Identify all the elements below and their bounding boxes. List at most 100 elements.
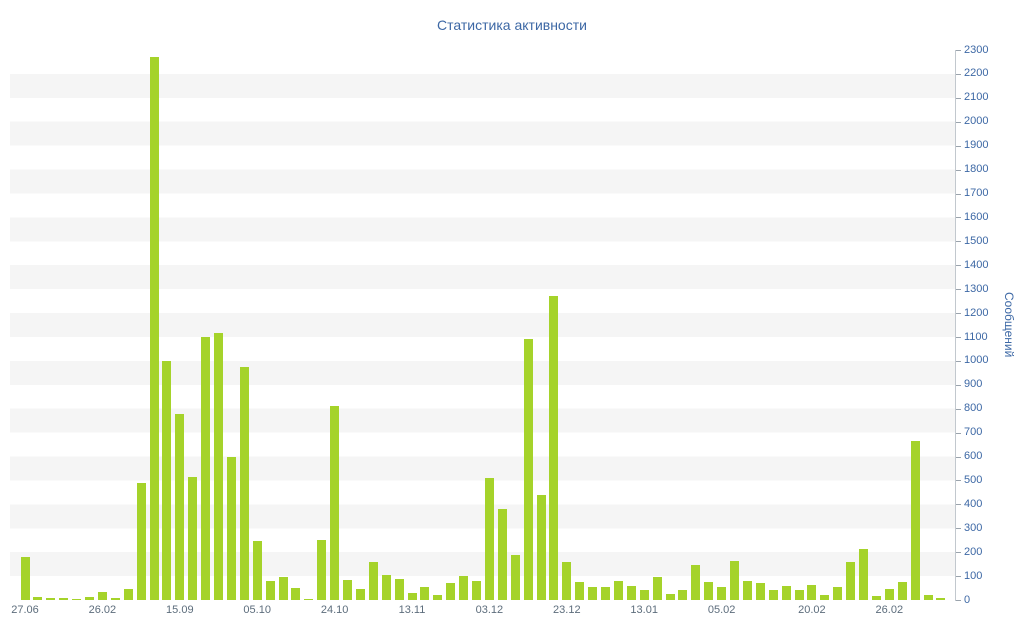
x-axis-tick-label: 15.09	[166, 604, 194, 616]
bar	[201, 337, 211, 600]
bar	[639, 590, 649, 600]
bar	[678, 590, 688, 600]
x-axis-tick-label: 13.11	[398, 604, 426, 616]
chart-title: Статистика активности	[437, 17, 587, 33]
y-axis-tick-label: 2300	[964, 43, 989, 56]
bar	[730, 560, 739, 600]
y-axis-tick	[956, 121, 961, 123]
bar	[871, 596, 881, 600]
y-axis-tick-label: 200	[964, 545, 983, 558]
bar	[46, 598, 56, 600]
bar	[910, 441, 920, 600]
bar	[188, 476, 198, 600]
bar	[394, 578, 404, 600]
x-axis-tick-label: 05.02	[707, 604, 736, 616]
bar	[343, 579, 352, 600]
bar	[239, 366, 249, 600]
bar	[123, 588, 133, 600]
y-axis-tick	[956, 193, 961, 195]
y-axis-tick-label: 1500	[964, 234, 989, 247]
bar	[794, 590, 804, 600]
bar	[652, 577, 662, 600]
x-axis-tick-label: 24.10	[320, 604, 349, 616]
bar	[626, 585, 636, 600]
y-axis-tick	[956, 360, 961, 362]
y-axis-tick-label: 1800	[964, 163, 989, 176]
bar	[742, 580, 752, 600]
bar	[226, 456, 236, 600]
bar	[497, 509, 507, 600]
y-axis-tick-label: 700	[964, 426, 983, 439]
y-axis-tick-label: 600	[964, 450, 983, 462]
bar	[472, 580, 481, 600]
bar	[355, 589, 365, 600]
y-axis-tick	[956, 384, 961, 386]
y-axis-tick	[956, 169, 961, 171]
bar	[59, 597, 69, 600]
bar	[755, 583, 765, 600]
y-axis-tick	[956, 241, 961, 243]
x-axis-tick-label: 26.02	[875, 604, 904, 616]
y-axis-tick	[956, 50, 961, 51]
bar	[807, 584, 817, 600]
bar	[833, 586, 843, 600]
y-axis-tick-label: 1300	[964, 282, 989, 295]
y-axis-tick-label: 900	[964, 378, 983, 391]
plot-area	[10, 50, 955, 600]
x-axis-tick-label: 20.02	[798, 604, 826, 616]
y-axis-tick	[956, 313, 961, 314]
bar	[214, 333, 223, 600]
y-axis-tick-label: 1900	[964, 139, 989, 152]
bar	[72, 598, 82, 600]
bar	[562, 561, 572, 600]
bar	[459, 576, 469, 600]
bar	[110, 598, 120, 600]
bar	[691, 565, 701, 600]
bar	[665, 594, 675, 600]
bar	[381, 574, 391, 600]
bar	[549, 296, 559, 600]
bar	[717, 586, 727, 600]
bar	[613, 580, 623, 600]
bar	[510, 554, 520, 600]
bar	[136, 482, 146, 600]
bar	[149, 57, 159, 600]
bar	[278, 577, 288, 600]
y-axis-tick-label: 1200	[964, 306, 989, 319]
bar	[484, 478, 494, 600]
y-axis-tick	[956, 97, 961, 99]
bar	[85, 597, 94, 600]
bar	[601, 586, 610, 600]
y-axis-tick-label: 0	[964, 593, 971, 606]
x-axis-tick-label: 23.12	[553, 604, 581, 616]
y-axis-tick	[956, 552, 961, 554]
bar	[317, 540, 327, 600]
bar	[368, 561, 378, 600]
y-axis-tick	[956, 504, 961, 506]
bar	[820, 595, 830, 600]
y-axis-tick	[956, 145, 961, 147]
bar	[33, 597, 43, 600]
y-axis-tick	[956, 432, 961, 434]
bar	[923, 595, 933, 600]
bar	[536, 494, 546, 600]
bar	[884, 589, 894, 600]
bar	[162, 360, 172, 600]
y-axis-tick-label: 1600	[964, 210, 989, 223]
bar	[265, 580, 275, 600]
y-axis	[955, 50, 956, 601]
y-axis-tick	[956, 480, 961, 482]
bar	[420, 586, 430, 600]
y-axis-tick-label: 800	[964, 402, 983, 415]
x-axis-tick-label: 13.01	[630, 604, 658, 616]
y-axis-tick	[956, 576, 961, 578]
y-axis-tick	[956, 600, 961, 601]
x-axis-tick-label: 27.06	[11, 604, 39, 616]
y-axis-tick	[956, 456, 961, 458]
bar	[897, 582, 907, 600]
y-axis-tick-label: 1100	[964, 330, 988, 343]
y-axis-title: Сообщений	[1002, 292, 1016, 358]
bar	[407, 592, 417, 600]
y-axis-tick-label: 2000	[964, 115, 989, 128]
